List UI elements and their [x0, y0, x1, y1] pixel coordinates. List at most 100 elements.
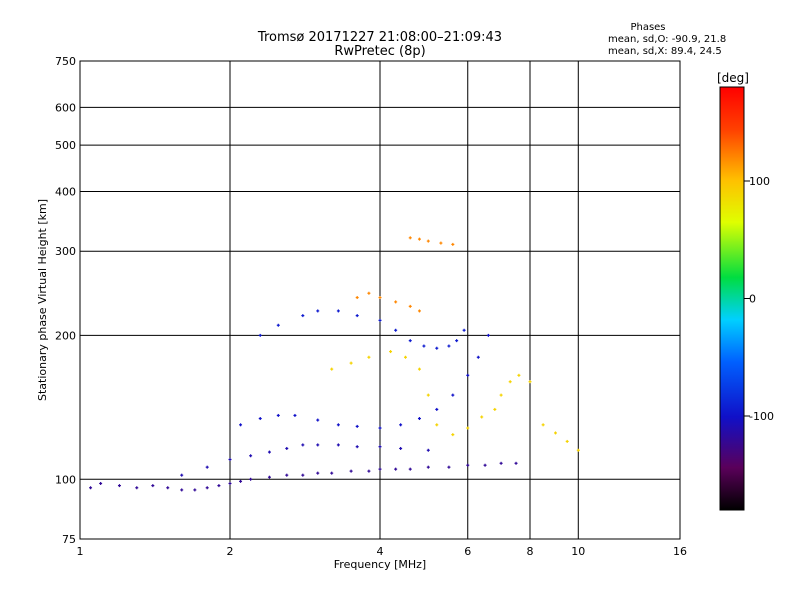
y-tick-label: 200	[55, 329, 76, 342]
echo-point	[417, 309, 421, 313]
echo-point	[378, 318, 382, 322]
echo-point	[285, 473, 289, 477]
colorbar-tick-label: -100	[749, 410, 774, 423]
echo-point	[447, 344, 451, 348]
echo-point	[417, 237, 421, 241]
colorbar-label: [deg]	[717, 71, 749, 85]
y-tick-label: 400	[55, 185, 76, 198]
echo-point	[228, 481, 232, 485]
echo-point	[528, 380, 532, 384]
echo-point	[349, 469, 353, 473]
x-tick-label: 2	[227, 545, 234, 558]
echo-point	[394, 300, 398, 304]
echo-point	[239, 479, 243, 483]
echo-point	[499, 393, 503, 397]
echo-point	[422, 344, 426, 348]
echo-point	[205, 465, 209, 469]
echo-point	[466, 463, 470, 467]
echo-point	[267, 475, 271, 479]
echo-point	[180, 473, 184, 477]
x-tick-label: 6	[464, 545, 471, 558]
echo-point	[408, 339, 412, 343]
echo-point	[514, 461, 518, 465]
echo-point	[355, 445, 359, 449]
echo-point	[378, 467, 382, 471]
y-tick-label: 750	[55, 55, 76, 68]
echo-point	[367, 469, 371, 473]
echo-point	[466, 426, 470, 430]
x-tick-label: 10	[571, 545, 585, 558]
points-layer	[89, 236, 580, 492]
echo-point	[276, 323, 280, 327]
echo-point	[426, 448, 430, 452]
echo-point	[378, 296, 382, 300]
chart-subtitle: RwPretec (8p)	[334, 44, 425, 59]
echo-point	[267, 450, 271, 454]
echo-point	[205, 486, 209, 490]
echo-point	[408, 304, 412, 308]
colorbar-ticks: 100 0 -100	[744, 175, 774, 423]
echo-point	[394, 328, 398, 332]
echo-point	[476, 355, 480, 359]
tick-layer: 1 2 4 6 8 10 16 75 100 200 300 400 500 600 750	[55, 55, 687, 558]
echo-point	[439, 241, 443, 245]
echo-point	[89, 486, 93, 490]
echo-point	[378, 445, 382, 449]
echo-point	[151, 484, 155, 488]
echo-point	[301, 473, 305, 477]
echo-point	[336, 309, 340, 313]
echo-point	[355, 424, 359, 428]
echo-point	[330, 471, 334, 475]
echo-point	[249, 477, 253, 481]
echo-point	[403, 355, 407, 359]
echo-point	[408, 236, 412, 240]
echo-point	[435, 407, 439, 411]
y-tick-label: 75	[62, 533, 76, 546]
echo-point	[180, 488, 184, 492]
echo-point	[493, 407, 497, 411]
chart-title: Tromsø 20171227 21:08:00–21:09:43	[257, 30, 502, 45]
colorbar	[719, 86, 745, 511]
echo-point	[316, 309, 320, 313]
echo-point	[258, 333, 262, 337]
echo-point	[483, 463, 487, 467]
echo-point	[217, 484, 221, 488]
echo-point	[417, 417, 421, 421]
echo-point	[399, 446, 403, 450]
colorbar-tick-label: 0	[749, 293, 756, 306]
echo-point	[426, 465, 430, 469]
echo-point	[435, 423, 439, 427]
echo-point	[285, 446, 289, 450]
echo-point	[462, 328, 466, 332]
echo-point	[349, 361, 353, 365]
echo-point	[193, 488, 197, 492]
echo-point	[135, 486, 139, 490]
echo-point	[565, 439, 569, 443]
legend-line-x: mean, sd,X: 89.4, 24.5	[608, 46, 722, 57]
echo-point	[378, 426, 382, 430]
echo-point	[99, 481, 103, 485]
echo-point	[367, 355, 371, 359]
echo-point	[367, 291, 371, 295]
echo-point	[435, 346, 439, 350]
echo-point	[301, 314, 305, 318]
echo-point	[249, 454, 253, 458]
echo-point	[301, 443, 305, 447]
y-tick-label: 600	[55, 101, 76, 114]
echo-point	[336, 423, 340, 427]
echo-point	[316, 471, 320, 475]
echo-point	[451, 433, 455, 437]
echo-point	[239, 423, 243, 427]
x-axis-label: Frequency [MHz]	[334, 558, 426, 571]
echo-point	[451, 393, 455, 397]
legend-title: Phases	[630, 22, 665, 33]
echo-point	[336, 443, 340, 447]
echo-point	[426, 239, 430, 243]
echo-point	[293, 413, 297, 417]
echo-point	[447, 465, 451, 469]
echo-point	[316, 418, 320, 422]
x-tick-label: 8	[527, 545, 534, 558]
x-tick-label: 16	[673, 545, 687, 558]
echo-point	[276, 413, 280, 417]
